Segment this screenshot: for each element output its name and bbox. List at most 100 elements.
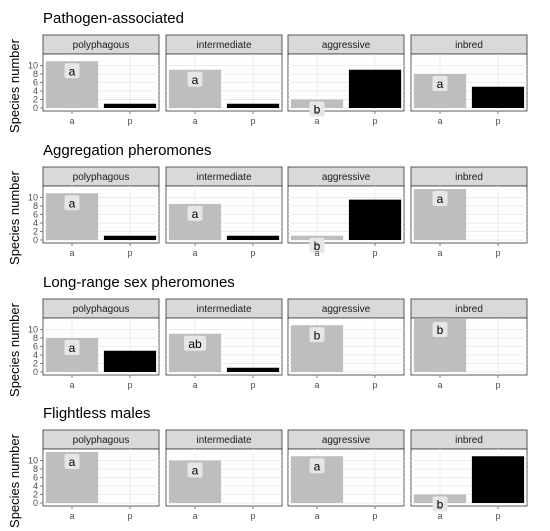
significance-label: b bbox=[437, 498, 444, 512]
bar-p bbox=[103, 235, 157, 240]
significance-label: a bbox=[69, 196, 76, 210]
significance-label: a bbox=[69, 341, 76, 355]
row-2: Long-range sex pheromones Species number p… bbox=[7, 274, 528, 397]
y-tick-label: 4 bbox=[33, 86, 38, 96]
x-tick-label: p bbox=[127, 248, 132, 258]
x-tick-label: p bbox=[250, 116, 255, 126]
y-tick-label: 4 bbox=[33, 218, 38, 228]
y-tick-label: 4 bbox=[33, 350, 38, 360]
x-tick-label: a bbox=[69, 380, 74, 390]
y-axis-label: Species number bbox=[7, 302, 22, 397]
facet-intermediate: intermediate ab a p bbox=[165, 298, 283, 390]
y-tick-label: 0 bbox=[33, 103, 38, 113]
facet-aggressive: aggressive ba p bbox=[287, 34, 405, 126]
x-tick-label: p bbox=[495, 380, 500, 390]
facet-strip-label: polyphagous bbox=[73, 304, 130, 315]
row-title: Aggregation pheromones bbox=[43, 142, 211, 159]
x-tick-label: a bbox=[192, 248, 197, 258]
x-tick-label: a bbox=[314, 116, 319, 126]
significance-label-box bbox=[64, 454, 80, 469]
significance-label: a bbox=[437, 77, 444, 91]
bar-p bbox=[471, 86, 525, 108]
y-tick-label: 6 bbox=[33, 473, 38, 483]
significance-label-box bbox=[187, 205, 203, 221]
x-tick-label: p bbox=[127, 116, 132, 126]
bar-p bbox=[226, 235, 280, 240]
x-tick-label: a bbox=[437, 380, 442, 390]
y-tick-label: 0 bbox=[33, 367, 38, 377]
x-tick-label: a bbox=[437, 511, 442, 521]
x-tick-label: p bbox=[372, 511, 377, 521]
significance-label: a bbox=[192, 464, 199, 478]
y-tick-label: 6 bbox=[33, 78, 38, 88]
facet-strip-label: aggressive bbox=[322, 304, 371, 315]
facet-strip-label: inbred bbox=[455, 40, 483, 51]
significance-label-box bbox=[187, 462, 203, 478]
x-tick-label: a bbox=[314, 511, 319, 521]
y-tick-label: 2 bbox=[33, 227, 38, 237]
bar-p bbox=[348, 69, 402, 108]
facet-strip-label: aggressive bbox=[322, 40, 371, 51]
significance-label: a bbox=[437, 192, 444, 206]
facet-strip-label: aggressive bbox=[322, 435, 371, 446]
y-tick-label: 6 bbox=[33, 342, 38, 352]
facet-intermediate: intermediate a a p bbox=[165, 429, 283, 521]
x-tick-label: p bbox=[495, 248, 500, 258]
y-tick-label: 8 bbox=[33, 69, 38, 79]
significance-label: a bbox=[192, 207, 199, 221]
facet-strip-label: polyphagous bbox=[73, 172, 130, 183]
bar-p bbox=[226, 103, 280, 108]
x-tick-label: p bbox=[250, 380, 255, 390]
bar-p bbox=[348, 199, 402, 240]
significance-label: a bbox=[314, 459, 321, 473]
x-tick-label: a bbox=[69, 511, 74, 521]
y-tick-label: 4 bbox=[33, 481, 38, 491]
facet-strip-label: intermediate bbox=[196, 304, 251, 315]
y-axis-label: Species number bbox=[7, 433, 22, 528]
x-tick-label: p bbox=[250, 248, 255, 258]
row-3: Flightless males Species number polyphagou… bbox=[7, 405, 528, 528]
row-title: Pathogen-associated bbox=[43, 10, 184, 27]
x-tick-label: a bbox=[437, 248, 442, 258]
y-tick-label: 10 bbox=[28, 325, 38, 335]
significance-label-box bbox=[64, 340, 80, 355]
bar-p bbox=[471, 456, 525, 503]
x-tick-label: a bbox=[192, 116, 197, 126]
row-title: Long-range sex pheromones bbox=[43, 274, 235, 291]
row-0: Pathogen-associated Species number polypha… bbox=[7, 10, 528, 133]
x-tick-label: p bbox=[495, 511, 500, 521]
bar-p bbox=[103, 350, 157, 372]
significance-label: b bbox=[314, 103, 321, 117]
significance-label: a bbox=[69, 455, 76, 469]
x-tick-label: p bbox=[495, 116, 500, 126]
significance-label-box bbox=[432, 322, 448, 337]
significance-label: b bbox=[314, 328, 321, 342]
significance-label: b bbox=[437, 323, 444, 337]
significance-label-box bbox=[184, 335, 206, 351]
x-tick-label: p bbox=[372, 116, 377, 126]
y-tick-label: 2 bbox=[33, 359, 38, 369]
significance-label-box bbox=[309, 327, 325, 343]
x-tick-label: p bbox=[127, 380, 132, 390]
y-tick-label: 0 bbox=[33, 498, 38, 508]
x-tick-label: a bbox=[314, 248, 319, 258]
facet-strip-label: polyphagous bbox=[73, 40, 130, 51]
bar-p bbox=[103, 103, 157, 108]
y-tick-label: 10 bbox=[28, 193, 38, 203]
y-tick-label: 8 bbox=[33, 201, 38, 211]
significance-label-box bbox=[309, 101, 325, 117]
x-tick-label: p bbox=[372, 248, 377, 258]
facet-intermediate: intermediate a a p bbox=[165, 166, 283, 258]
x-tick-label: a bbox=[69, 248, 74, 258]
facet-strip-label: inbred bbox=[455, 172, 483, 183]
y-tick-label: 0 bbox=[33, 235, 38, 245]
significance-label-box bbox=[64, 195, 80, 211]
